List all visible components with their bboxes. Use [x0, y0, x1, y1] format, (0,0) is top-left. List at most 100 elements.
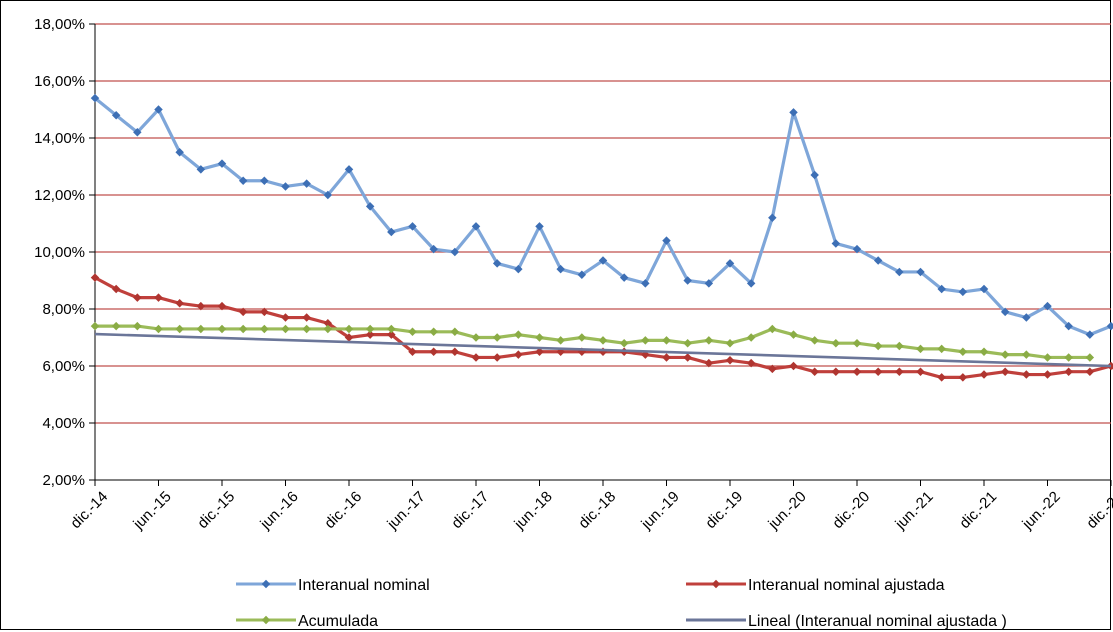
data-point: [196, 165, 206, 174]
data-point: [387, 324, 396, 334]
x-tick-label: dic.-21: [956, 488, 1000, 532]
data-point: [831, 239, 841, 248]
data-point: [556, 336, 565, 345]
series-line: [93, 96, 1112, 337]
data-point: [260, 307, 269, 317]
data-point: [873, 367, 883, 376]
data-point: [323, 324, 333, 334]
y-tick-label: 16,00%: [34, 73, 85, 90]
data-point: [683, 276, 692, 285]
data-point: [90, 273, 100, 282]
data-point: [133, 293, 142, 302]
data-point: [154, 324, 163, 334]
data-point: [302, 324, 311, 334]
legend-label: Interanual nominal ajustada: [748, 577, 945, 594]
data-point: [937, 344, 946, 354]
data-point: [662, 336, 671, 345]
data-point: [429, 327, 438, 337]
data-point: [133, 321, 142, 331]
data-point: [852, 338, 862, 348]
data-point: [492, 333, 502, 342]
data-point: [810, 336, 819, 345]
legend-label: Acumulada: [298, 613, 378, 630]
y-tick-label: 4,00%: [42, 415, 85, 432]
y-tick-label: 12,00%: [34, 187, 85, 204]
legend-item-0: Interanual nominal: [236, 577, 430, 594]
data-point: [133, 128, 142, 137]
data-point: [90, 93, 100, 103]
data-point: [196, 324, 206, 334]
data-point: [725, 259, 735, 268]
data-point: [344, 333, 354, 342]
data-point: [619, 338, 629, 348]
data-point: [1064, 321, 1073, 331]
data-point: [895, 267, 904, 277]
data-point: [514, 350, 523, 359]
data-point: [641, 336, 650, 345]
series-lines: [90, 93, 1113, 382]
data-point: [196, 301, 206, 311]
data-point: [916, 367, 925, 376]
data-point: [90, 321, 100, 331]
data-point: [683, 353, 692, 362]
data-point: [238, 324, 248, 334]
x-tick-label: jun.-17: [384, 488, 429, 533]
data-point: [1022, 350, 1031, 359]
x-tick-label: jun.-15: [130, 488, 175, 533]
data-point: [916, 344, 925, 354]
x-tick-label: dic.-17: [448, 488, 492, 532]
x-tick-label: jun.-18: [511, 488, 556, 533]
data-point: [1043, 370, 1052, 379]
data-point: [577, 270, 587, 280]
data-point: [111, 110, 121, 120]
series-3: [94, 332, 1112, 368]
data-point: [958, 287, 968, 297]
data-point: [111, 284, 121, 294]
x-tick-label: dic.-18: [575, 488, 619, 532]
series-2: [90, 321, 1095, 362]
x-tick-label: dic.-15: [194, 488, 238, 532]
data-point: [937, 373, 946, 382]
data-point: [704, 279, 714, 288]
data-point: [154, 105, 163, 114]
data-point: [535, 347, 544, 356]
data-point: [175, 324, 184, 334]
x-tick-label: jun.-20: [765, 488, 810, 533]
y-axis-ticks: 2,00% 4,00% 6,00% 8,00% 10,00% 12,00% 14,00% 16…: [34, 16, 95, 489]
data-point: [1000, 350, 1010, 359]
data-point: [535, 333, 544, 342]
data-point: [831, 367, 841, 376]
data-point: [831, 338, 841, 348]
data-point: [1043, 353, 1052, 362]
x-axis-ticks: dic.-14 jun.-15 dic.-15 jun.-16 dic.-16 jun.-…: [67, 480, 1113, 533]
data-point: [746, 279, 756, 288]
data-point: [344, 324, 354, 334]
data-point: [768, 213, 777, 223]
data-point: [1000, 307, 1010, 317]
data-point: [344, 165, 354, 174]
series-0: [90, 93, 1113, 339]
data-point: [238, 307, 248, 317]
data-point: [429, 244, 438, 254]
data-point: [789, 108, 798, 117]
data-point: [1000, 367, 1010, 376]
data-point: [598, 336, 608, 345]
data-point: [958, 373, 968, 382]
data-point: [810, 367, 819, 376]
data-point: [810, 170, 819, 180]
gridlines: [95, 23, 1111, 424]
data-point: [916, 267, 925, 277]
y-tick-label: 10,00%: [34, 244, 85, 261]
data-point: [1106, 321, 1113, 331]
data-point: [471, 333, 481, 342]
data-point: [789, 361, 798, 371]
x-tick-label: jun.-19: [638, 488, 683, 533]
series-1: [90, 273, 1113, 382]
y-tick-label: 2,00%: [42, 472, 85, 489]
data-point: [323, 190, 333, 200]
data-point: [979, 347, 989, 356]
data-point: [725, 356, 735, 365]
data-point: [217, 159, 227, 168]
data-point: [979, 284, 989, 294]
